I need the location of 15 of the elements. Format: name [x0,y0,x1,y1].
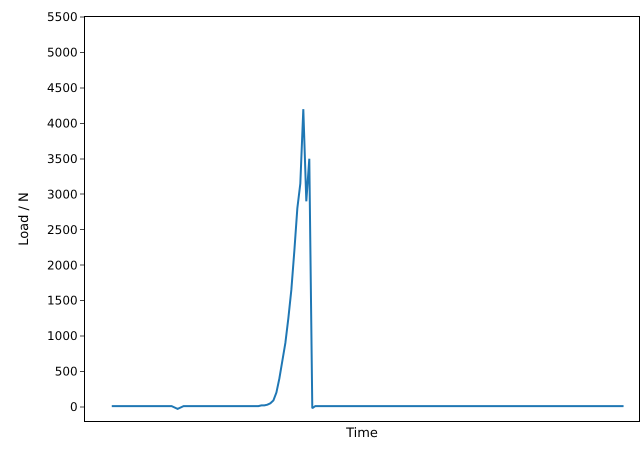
y-tick-label: 5500 [47,10,78,24]
line-series [110,108,625,410]
y-axis-title: Load / N [17,192,32,246]
y-tick-label: 2500 [47,222,78,237]
y-tick-label: 1000 [47,329,78,344]
y-tick-label: 2000 [47,258,78,272]
x-axis-title: Time [345,426,378,441]
y-tick-label: 5000 [47,46,78,60]
y-tick-label: 4000 [47,116,78,131]
y-tick-label: 4500 [47,81,78,96]
y-tick-label: 500 [54,364,78,379]
y-tick-label: 1500 [47,294,78,308]
y-tick-label: 0 [70,400,78,414]
y-tick-label: 3500 [47,152,78,166]
y-tick-label: 3000 [47,187,78,202]
